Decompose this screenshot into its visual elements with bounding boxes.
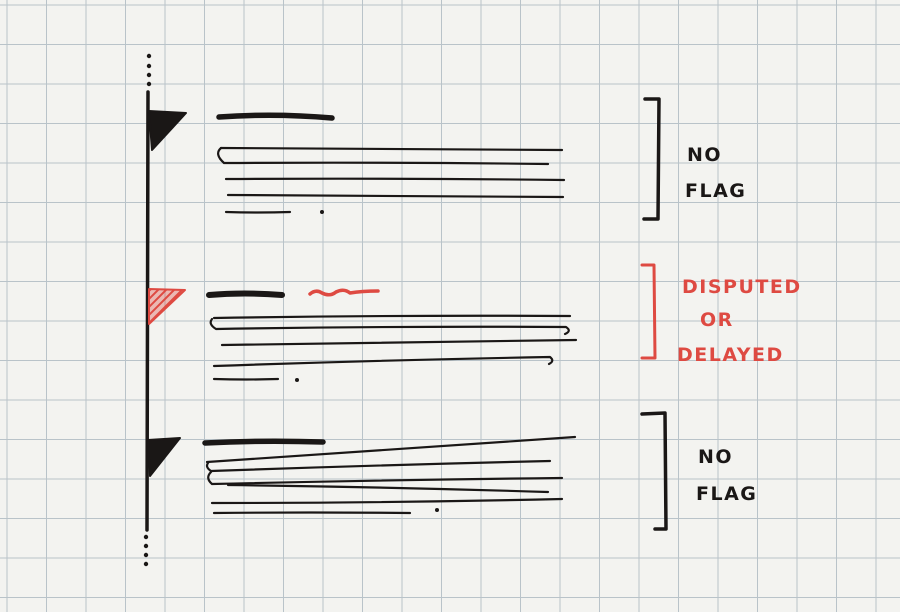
annotation-line: NO xyxy=(698,446,733,468)
spine-bottom-dots xyxy=(143,534,149,567)
red-scribble-mark xyxy=(308,288,380,297)
annotation-disputed-or-delayed: DISPUTED OR DELAYED xyxy=(677,276,802,366)
black-flag-icon xyxy=(148,110,187,151)
timeline-entry xyxy=(147,411,668,531)
timeline-entry xyxy=(148,97,661,221)
annotation-line: FLAG xyxy=(696,483,757,505)
entry-text-scribble xyxy=(202,435,577,515)
timeline-spine xyxy=(143,53,152,567)
annotation-line: FLAG xyxy=(685,180,746,202)
bracket xyxy=(640,263,657,360)
annotation-line: OR xyxy=(700,309,734,331)
black-flag-icon xyxy=(147,437,181,477)
annotation-no-flag-1: NO FLAG xyxy=(685,144,746,202)
annotation-line: DELAYED xyxy=(677,344,784,366)
annotation-line: DISPUTED xyxy=(682,276,802,298)
spine-top-dots xyxy=(146,53,152,87)
annotation-line: NO xyxy=(687,144,722,166)
timeline-entry-flagged xyxy=(148,263,657,382)
entry-text-scribble xyxy=(206,290,578,382)
entry-text-scribble xyxy=(216,112,566,214)
bracket xyxy=(642,97,661,221)
annotation-no-flag-2: NO FLAG xyxy=(696,446,757,505)
bracket xyxy=(640,411,668,531)
